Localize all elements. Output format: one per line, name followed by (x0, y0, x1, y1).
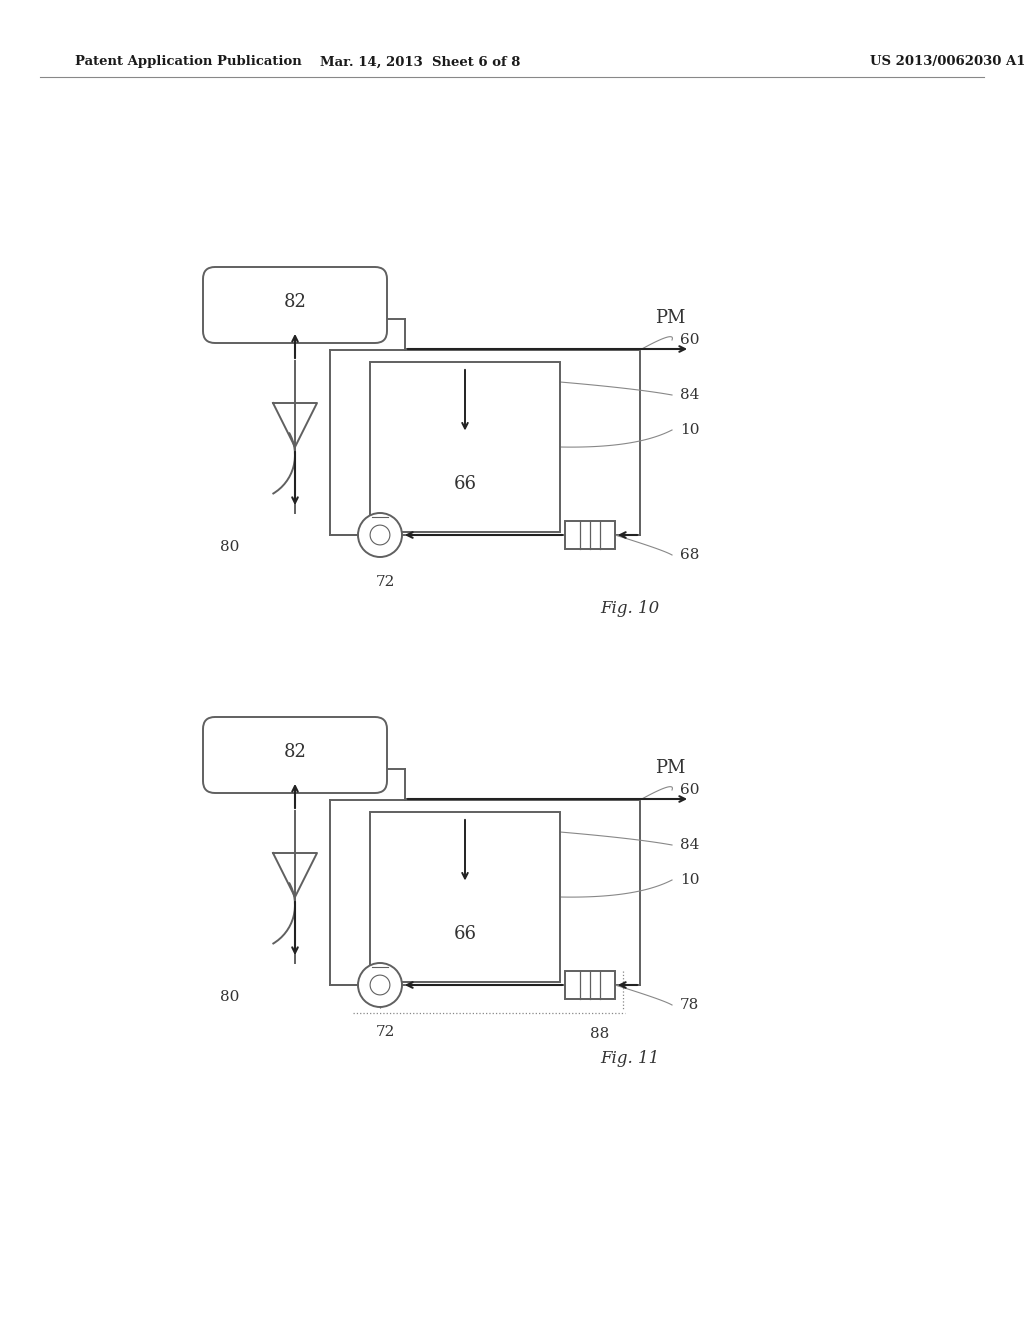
Text: 80: 80 (220, 990, 240, 1005)
Text: 10: 10 (680, 422, 699, 437)
Bar (370, 812, 560, 982)
Text: 78: 78 (680, 998, 699, 1012)
Text: 72: 72 (376, 1026, 394, 1039)
FancyBboxPatch shape (203, 267, 387, 343)
Circle shape (358, 513, 402, 557)
Text: 72: 72 (376, 576, 394, 589)
Bar (370, 362, 560, 532)
Text: 80: 80 (220, 540, 240, 554)
Text: PM: PM (654, 759, 685, 777)
Text: Fig. 10: Fig. 10 (600, 601, 659, 616)
Text: Mar. 14, 2013  Sheet 6 of 8: Mar. 14, 2013 Sheet 6 of 8 (319, 55, 520, 69)
Text: 10: 10 (680, 873, 699, 887)
Circle shape (358, 964, 402, 1007)
Text: 84: 84 (680, 838, 699, 851)
Bar (565, 521, 615, 549)
Text: Patent Application Publication: Patent Application Publication (75, 55, 302, 69)
FancyBboxPatch shape (203, 717, 387, 793)
Text: 82: 82 (284, 743, 306, 762)
Circle shape (370, 975, 390, 995)
Text: Fig. 11: Fig. 11 (600, 1049, 659, 1067)
Text: 84: 84 (680, 388, 699, 403)
Text: 60: 60 (680, 783, 699, 797)
Circle shape (370, 525, 390, 545)
Text: 60: 60 (680, 333, 699, 347)
Text: 68: 68 (680, 548, 699, 562)
Text: 88: 88 (591, 1027, 609, 1041)
Text: 66: 66 (454, 475, 476, 494)
Text: PM: PM (654, 309, 685, 327)
Bar (565, 972, 615, 999)
Text: 82: 82 (284, 293, 306, 312)
Text: 66: 66 (454, 925, 476, 944)
Text: US 2013/0062030 A1: US 2013/0062030 A1 (870, 55, 1024, 69)
